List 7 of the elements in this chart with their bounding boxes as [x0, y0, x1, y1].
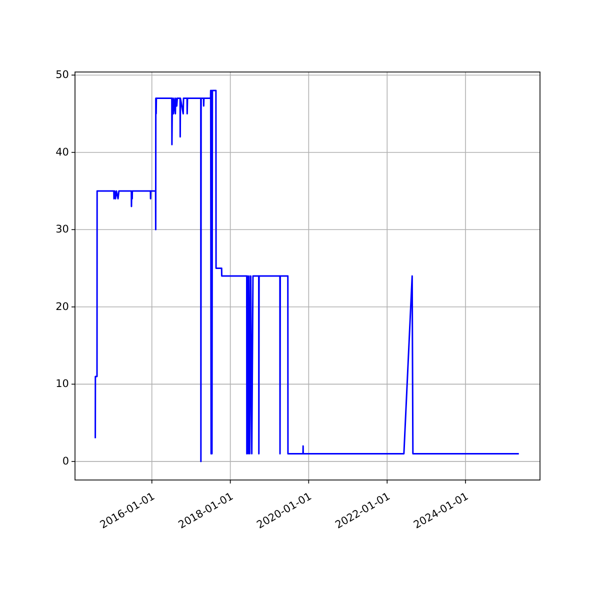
y-tick-label: 40	[56, 146, 69, 158]
line-series	[94, 90, 520, 462]
y-tick-label: 50	[56, 69, 69, 82]
y-tick-label: 30	[56, 224, 69, 236]
y-tick-label: 20	[56, 300, 69, 313]
y-tick-label: 10	[56, 378, 69, 390]
y-tick-label: 0	[62, 455, 69, 468]
